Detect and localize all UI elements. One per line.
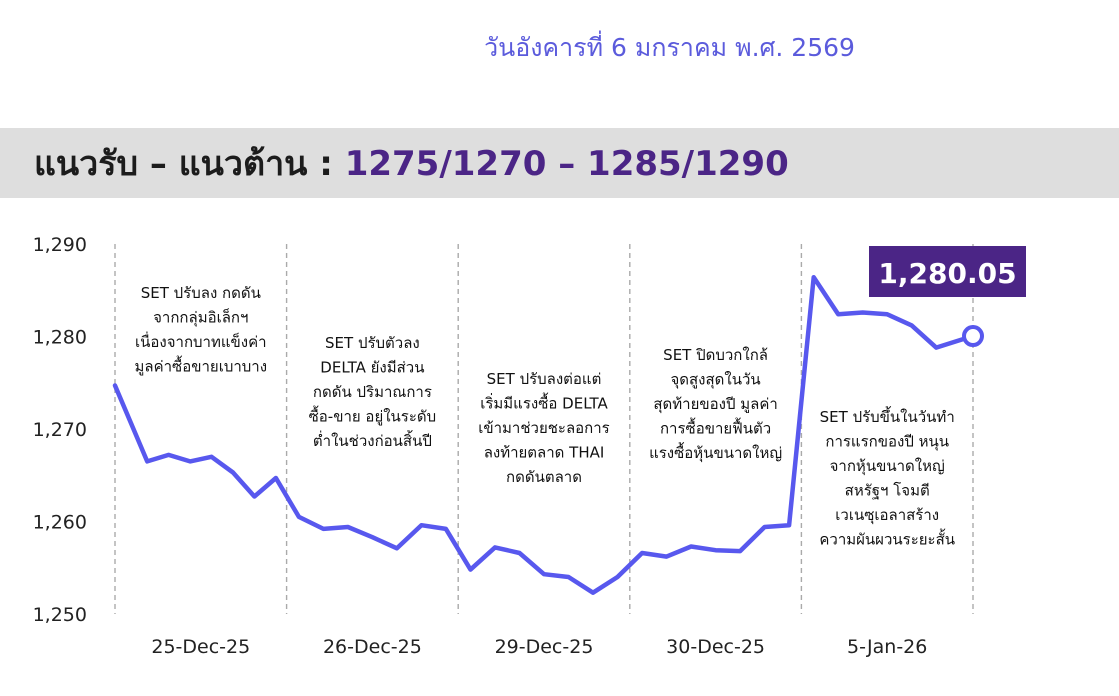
day-annotation-line: SET ปิดบวกใกล้	[663, 346, 768, 364]
day-annotation-line: SET ปรับขึ้นในวันทำ	[820, 406, 955, 426]
day-annotation-line: จากหุ้นขนาดใหญ่	[830, 457, 945, 476]
x-tick-label: 25-Dec-25	[151, 636, 250, 658]
report-date: วันอังคารที่ 6 มกราคม พ.ศ. 2569	[484, 33, 855, 62]
day-annotation-line: กดดันตลาด	[506, 468, 582, 486]
day-annotation-line: เข้ามาช่วยชะลอการ	[478, 419, 610, 437]
y-tick-label: 1,290	[33, 234, 87, 256]
day-annotation-line: จุดสูงสุดในวัน	[671, 371, 761, 390]
y-tick-label: 1,270	[33, 419, 87, 441]
last-value-label-box	[869, 246, 1026, 297]
last-value-label: 1,280.05	[878, 257, 1016, 290]
day-annotation-line: สหรัฐฯ โจมตี	[845, 482, 930, 500]
day-annotation-line: เวเนซุเอลาสร้าง	[835, 506, 939, 525]
x-tick-label: 30-Dec-25	[666, 636, 765, 658]
day-annotation-line: แรงซื้อหุ้นขนาดใหญ่	[649, 442, 782, 463]
day-annotation-line: ต่ำในช่วงก่อนสิ้นปี	[313, 430, 432, 450]
y-tick-label: 1,280	[33, 327, 87, 349]
banner-title-prefix: แนวรับ – แนวต้าน :	[34, 144, 345, 184]
day-annotation-line: การซื้อขายฟื้นตัว	[660, 418, 771, 438]
day-annotation-line: กดดัน ปริมาณการ	[313, 383, 432, 401]
day-annotation-line: SET ปรับลง กดดัน	[141, 284, 261, 302]
day-annotation-line: จากกลุ่มอิเล็กฯ	[153, 308, 248, 328]
banner-range-values: 1275/1270 – 1285/1290	[344, 144, 789, 184]
last-value-marker	[962, 325, 984, 348]
x-tick-label: 26-Dec-25	[323, 636, 422, 658]
x-tick-label: 5-Jan-26	[847, 636, 927, 658]
day-annotation-line: ซื้อ-ขาย อยู่ในระดับ	[309, 406, 437, 426]
day-annotation-line: เริ่มมีแรงซื้อ DELTA	[480, 393, 608, 413]
day-annotation-line: DELTA ยังมีส่วน	[320, 359, 424, 377]
support-resistance-banner: แนวรับ – แนวต้าน : 1275/1270 – 1285/1290	[0, 128, 1119, 198]
y-tick-label: 1,260	[33, 512, 87, 534]
day-annotation-line: SET ปรับตัวลง	[325, 334, 420, 352]
day-annotation-line: SET ปรับลงต่อแต่	[487, 370, 602, 388]
day-annotation-line: สุดท้ายของปี มูลค่า	[653, 395, 777, 414]
day-annotation-line: ลงท้ายตลาด THAI	[484, 444, 605, 462]
x-tick-label: 29-Dec-25	[495, 636, 594, 658]
day-annotation-line: การแรกของปี หนุน	[825, 433, 949, 452]
set-index-series-line	[112, 275, 976, 595]
y-tick-label: 1,250	[33, 604, 87, 626]
day-annotation-line: เนื่องจากบาทแข็งค่า	[135, 331, 267, 351]
day-annotation-line: ความผันผวนระยะสั้น	[819, 529, 955, 549]
day-annotation-line: มูลค่าซื้อขายเบาบาง	[135, 356, 268, 376]
